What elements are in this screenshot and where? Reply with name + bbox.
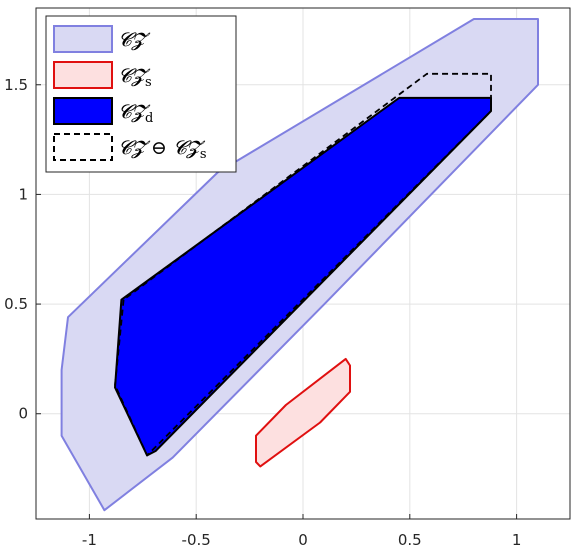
- y-tick-label: 0.5: [4, 295, 28, 313]
- x-tick-label: 0: [298, 531, 308, 549]
- legend-swatch-cz: [53, 25, 113, 53]
- legend-label-cz: 𝓒𝓩: [118, 29, 150, 51]
- legend-subscript: s: [200, 147, 207, 162]
- legend-swatch-diff: [53, 133, 113, 161]
- x-tick-label: -0.5: [182, 531, 211, 549]
- legend-swatch-czs: [53, 61, 113, 89]
- legend-subscript: d: [145, 111, 153, 126]
- x-tick-label: -1: [82, 531, 97, 549]
- x-tick-label: 0.5: [398, 531, 422, 549]
- tick-labels: -1 -0.5 0 0.5 1 0 0.5 1 1.5: [4, 76, 521, 549]
- polygon-czs: [255, 357, 351, 468]
- legend-label-diff: 𝓒𝓩 ⊖ 𝓒𝓩s: [118, 137, 207, 162]
- y-tick-label: 0: [18, 405, 28, 423]
- x-tick-label: 1: [512, 531, 522, 549]
- legend-swatch-czd: [53, 97, 113, 125]
- y-tick-label: 1: [18, 185, 28, 203]
- y-tick-label: 1.5: [4, 76, 28, 94]
- legend-subscript: s: [145, 75, 152, 90]
- polygons: [60, 18, 539, 512]
- polygon-diff: [114, 72, 492, 457]
